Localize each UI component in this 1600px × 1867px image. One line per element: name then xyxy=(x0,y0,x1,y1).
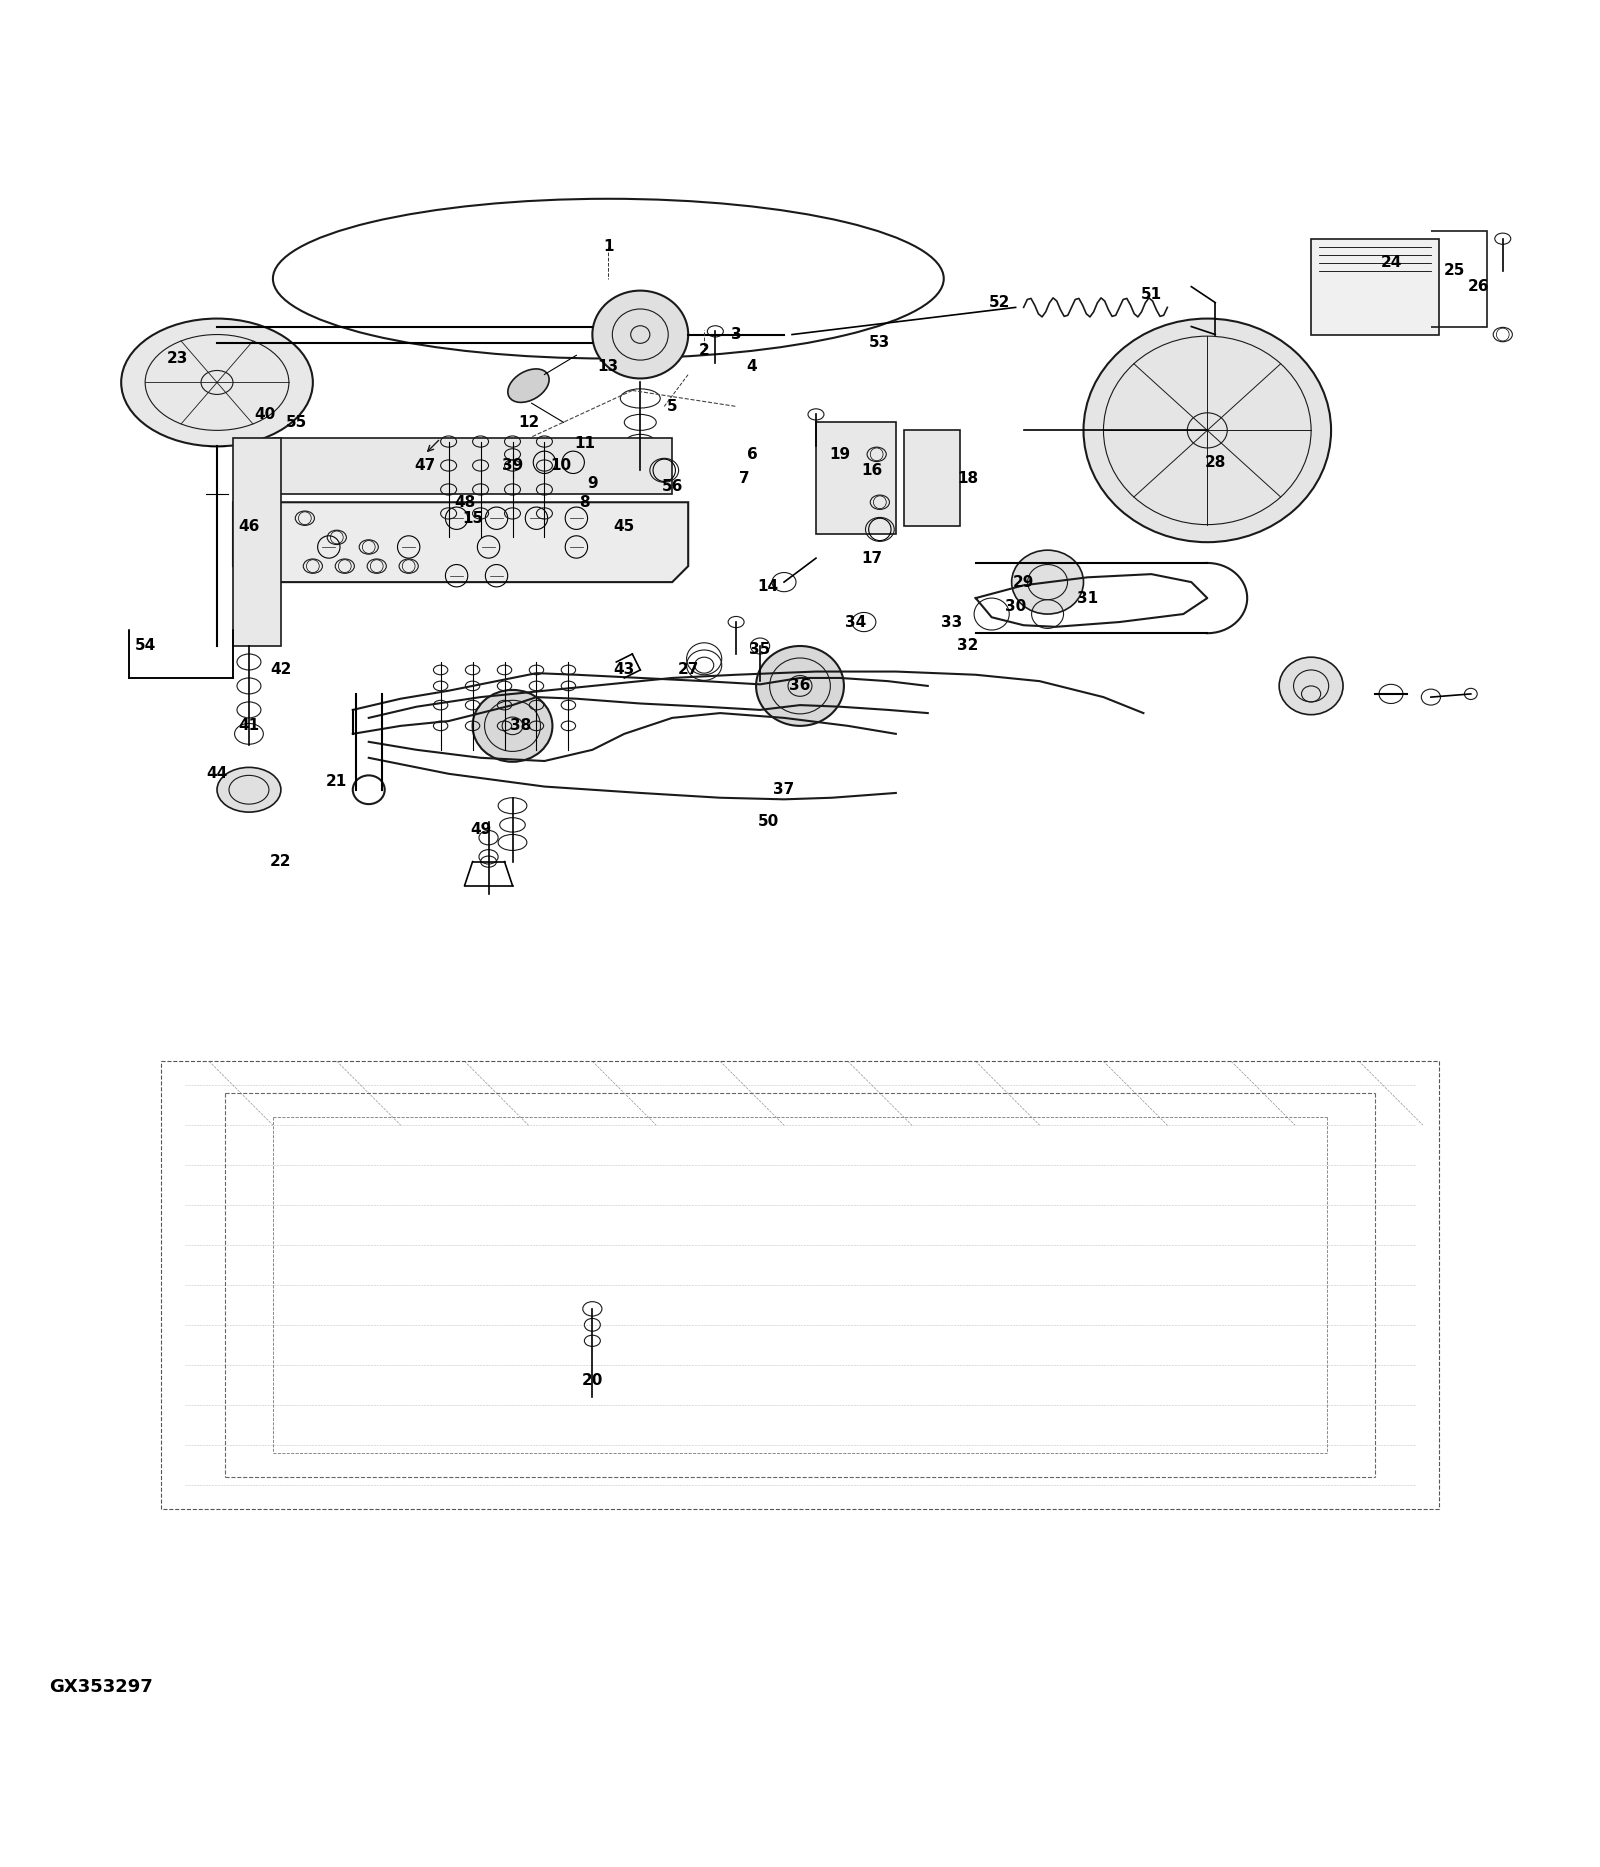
Ellipse shape xyxy=(592,291,688,379)
Ellipse shape xyxy=(472,691,552,762)
Text: 37: 37 xyxy=(773,782,795,797)
Ellipse shape xyxy=(1083,319,1331,541)
Ellipse shape xyxy=(757,646,843,726)
Ellipse shape xyxy=(1011,551,1083,614)
Polygon shape xyxy=(1310,239,1438,334)
Text: 54: 54 xyxy=(134,639,155,653)
Text: 31: 31 xyxy=(1077,590,1098,605)
Text: 42: 42 xyxy=(270,663,291,678)
Text: 20: 20 xyxy=(582,1374,603,1389)
Text: 53: 53 xyxy=(869,334,891,349)
Text: 40: 40 xyxy=(254,407,275,422)
Text: 32: 32 xyxy=(957,639,978,653)
Text: 34: 34 xyxy=(845,614,867,629)
Text: 48: 48 xyxy=(454,495,475,510)
Text: 23: 23 xyxy=(166,351,187,366)
Text: 38: 38 xyxy=(510,719,531,734)
Text: 55: 55 xyxy=(286,414,307,429)
Text: 45: 45 xyxy=(614,519,635,534)
Polygon shape xyxy=(274,439,672,495)
Text: 36: 36 xyxy=(789,678,811,693)
Text: 17: 17 xyxy=(861,551,883,566)
Text: 50: 50 xyxy=(757,814,779,829)
Text: 28: 28 xyxy=(1205,456,1226,470)
Ellipse shape xyxy=(1278,657,1342,715)
Text: 19: 19 xyxy=(829,446,851,461)
Text: 13: 13 xyxy=(598,358,619,373)
Ellipse shape xyxy=(218,767,282,812)
Text: 9: 9 xyxy=(587,476,598,491)
Text: 12: 12 xyxy=(518,414,539,429)
Text: 29: 29 xyxy=(1013,575,1034,590)
Text: 3: 3 xyxy=(731,327,741,342)
Text: 47: 47 xyxy=(414,457,435,472)
Text: GX353297: GX353297 xyxy=(50,1678,154,1697)
Text: 24: 24 xyxy=(1381,256,1402,271)
Text: 6: 6 xyxy=(747,446,757,461)
Text: 15: 15 xyxy=(462,512,483,526)
Text: 41: 41 xyxy=(238,719,259,734)
Text: 8: 8 xyxy=(579,495,590,510)
Text: 7: 7 xyxy=(739,470,749,485)
Text: 14: 14 xyxy=(757,579,779,594)
Text: 35: 35 xyxy=(749,642,771,657)
Text: 43: 43 xyxy=(614,663,635,678)
Text: 18: 18 xyxy=(957,470,978,485)
Text: 49: 49 xyxy=(470,821,491,836)
Text: 21: 21 xyxy=(326,775,347,790)
Text: 22: 22 xyxy=(270,853,291,870)
Text: 52: 52 xyxy=(989,295,1010,310)
Text: 1: 1 xyxy=(603,239,613,254)
Text: 10: 10 xyxy=(550,457,571,472)
Polygon shape xyxy=(234,502,688,583)
Ellipse shape xyxy=(507,370,549,403)
Text: 33: 33 xyxy=(941,614,962,629)
Polygon shape xyxy=(234,439,282,646)
Ellipse shape xyxy=(122,319,314,446)
Text: 26: 26 xyxy=(1469,280,1490,295)
Polygon shape xyxy=(816,422,896,534)
Text: 4: 4 xyxy=(747,358,757,373)
Polygon shape xyxy=(904,431,960,526)
Text: 27: 27 xyxy=(677,663,699,678)
Text: 56: 56 xyxy=(661,478,683,493)
Text: 11: 11 xyxy=(574,435,595,450)
Text: 44: 44 xyxy=(206,765,227,780)
Text: 46: 46 xyxy=(238,519,259,534)
Text: 25: 25 xyxy=(1445,263,1466,278)
Text: 2: 2 xyxy=(699,344,709,358)
Text: 5: 5 xyxy=(667,400,677,414)
Text: 16: 16 xyxy=(861,463,883,478)
Text: 51: 51 xyxy=(1141,288,1162,302)
Text: 39: 39 xyxy=(502,457,523,472)
Text: 30: 30 xyxy=(1005,599,1026,614)
